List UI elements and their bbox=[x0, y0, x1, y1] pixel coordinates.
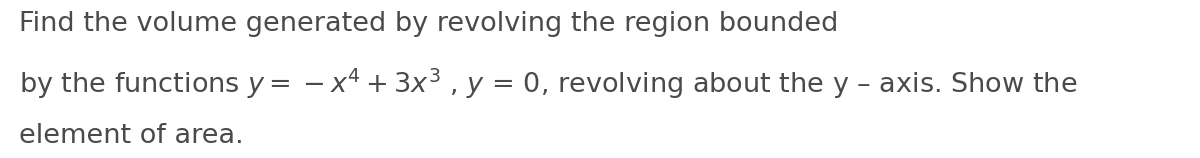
Text: by the functions $y = -x^4 + 3x^3$ , $y$ = 0, revolving about the y – axis. Show: by the functions $y = -x^4 + 3x^3$ , $y$… bbox=[19, 66, 1078, 101]
Text: element of area.: element of area. bbox=[19, 122, 244, 149]
Text: Find the volume generated by revolving the region bounded: Find the volume generated by revolving t… bbox=[19, 11, 839, 37]
